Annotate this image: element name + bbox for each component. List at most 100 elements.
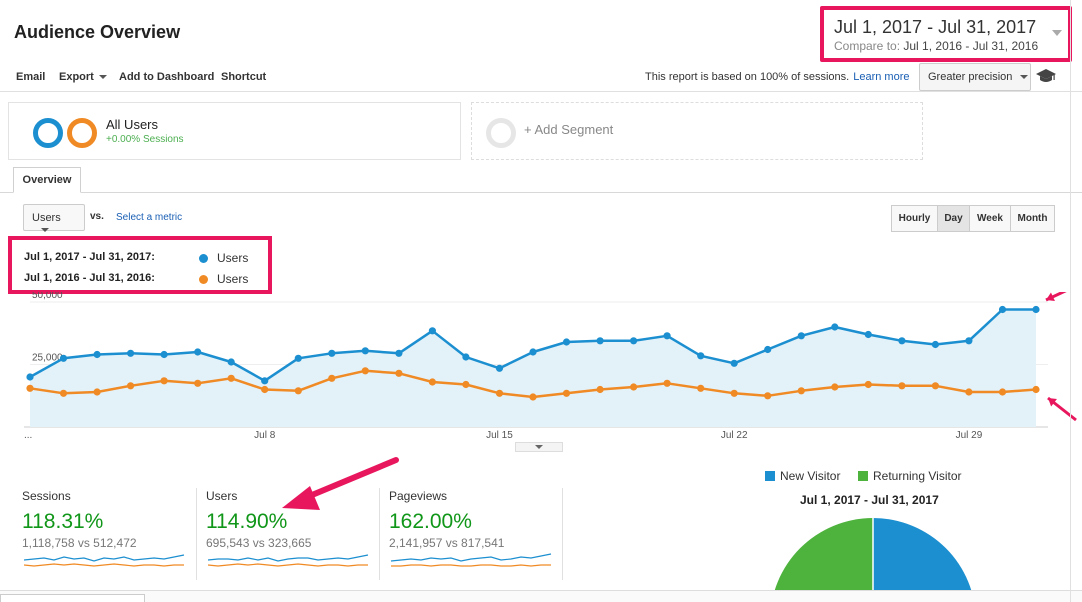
data-point (864, 380, 872, 389)
compare-label: Compare to: (834, 39, 901, 53)
data-point (127, 349, 135, 357)
x-tick-label: Jul 22 (721, 430, 748, 441)
data-point (931, 340, 940, 349)
compare-range-text: Compare to: Jul 1, 2016 - Jul 31, 2016 (834, 39, 1038, 53)
page-title: Audience Overview (14, 22, 181, 42)
data-point (294, 387, 302, 395)
data-point (495, 389, 504, 397)
metric-divider (196, 488, 197, 580)
metric-compare-values: 695,543 vs 323,665 (206, 536, 312, 550)
data-point (395, 349, 403, 357)
email-button[interactable]: Email (16, 71, 46, 83)
bottom-tab[interactable] (0, 594, 145, 602)
data-point (529, 393, 537, 401)
granularity-day-button[interactable]: Day (937, 205, 970, 232)
segment-ring-icon (67, 118, 97, 148)
data-point (160, 377, 168, 385)
chart-pager[interactable] (515, 442, 563, 452)
legend-metric: Users (217, 251, 249, 265)
legend-square-icon (765, 471, 775, 481)
metric-change-pct: 162.00% (389, 510, 472, 533)
data-point (59, 354, 68, 362)
pie-slice-returning-visitor[interactable] (770, 518, 873, 602)
export-label: Export (59, 71, 94, 83)
data-point (462, 380, 470, 389)
data-point (361, 367, 369, 375)
annotation-arrow-large (282, 457, 399, 510)
granularity-week-button[interactable]: Week (969, 205, 1011, 232)
granularity-month-button[interactable]: Month (1010, 205, 1055, 232)
add-segment-button[interactable]: + Add Segment (471, 102, 923, 160)
legend-range: Jul 1, 2017 - Jul 31, 2017: (24, 251, 155, 263)
metric-divider (562, 488, 563, 580)
legend-dot-orange-icon (199, 275, 208, 284)
data-point (227, 358, 235, 366)
legend-metric: Users (217, 272, 249, 286)
sparkline (23, 554, 185, 567)
metric-pageviews[interactable]: Pageviews 162.00% 2,141,957 vs 817,541 (389, 488, 559, 580)
data-point (697, 352, 705, 360)
chevron-down-icon (535, 445, 543, 449)
data-point (194, 379, 202, 387)
data-point (596, 385, 604, 394)
pie-legend-new-visitor: New Visitor (765, 469, 840, 483)
metric-dropdown[interactable]: Users (23, 204, 85, 233)
add-to-dashboard-button[interactable]: Add to Dashboard (119, 71, 215, 83)
chevron-down-icon (98, 75, 107, 80)
data-point (328, 374, 336, 382)
data-point (428, 327, 436, 335)
data-point (663, 332, 671, 340)
metric-label: Users (32, 212, 61, 224)
data-point (93, 350, 101, 359)
data-point (965, 337, 973, 345)
data-point (998, 388, 1007, 396)
chevron-down-icon[interactable] (1052, 30, 1062, 36)
metric-label: Sessions (22, 489, 71, 503)
metric-divider (379, 488, 380, 580)
data-point (764, 392, 772, 400)
metric-sessions[interactable]: Sessions 118.31% 1,118,758 vs 512,472 (22, 488, 192, 580)
select-metric-link[interactable]: Select a metric (116, 212, 183, 223)
data-point (730, 389, 738, 397)
tab-overview[interactable]: Overview (13, 167, 81, 193)
data-point (831, 383, 839, 391)
data-point (462, 353, 470, 361)
data-point (764, 345, 772, 354)
x-tick-label: Jul 15 (486, 430, 513, 441)
data-point (931, 382, 940, 390)
data-point (630, 337, 638, 345)
data-point (328, 349, 336, 357)
precision-label: Greater precision (928, 71, 1013, 83)
data-point (529, 348, 537, 356)
bottom-bar (0, 590, 1082, 602)
data-point (596, 337, 604, 345)
shortcut-button[interactable]: Shortcut (221, 71, 267, 83)
users-line-chart[interactable]: 50,000 25,000... Jul 8 Jul 15 Jul 22 Jul 29 (0, 292, 1082, 452)
granularity-hourly-button[interactable]: Hourly (891, 205, 938, 232)
x-tick-label: Jul 29 (956, 430, 983, 441)
vs-label: vs. (90, 211, 104, 222)
data-point (562, 389, 571, 397)
export-button[interactable]: Export (59, 71, 107, 83)
annotation-arrowhead (1046, 292, 1055, 302)
pie-slice-new-visitor[interactable] (873, 518, 976, 602)
segment-all-users[interactable]: All Users +0.00% Sessions (8, 102, 461, 160)
visitor-pie-chart[interactable] (770, 518, 976, 602)
learn-more-link[interactable]: Learn more (853, 71, 910, 83)
legend-dot-blue-icon (199, 254, 208, 263)
graduation-cap-icon[interactable] (1036, 68, 1056, 84)
metric-compare-values: 1,118,758 vs 512,472 (22, 536, 137, 550)
data-point (797, 332, 805, 340)
data-point (663, 379, 671, 387)
metric-users[interactable]: Users 114.90% 695,543 vs 323,665 (206, 488, 376, 580)
data-point (864, 330, 872, 339)
data-point (998, 305, 1007, 314)
data-point (261, 377, 269, 385)
segment-name: All Users (106, 117, 159, 132)
data-point (495, 364, 504, 372)
report-toolbar: Email Export Add to Dashboard Shortcut T… (0, 64, 1082, 92)
data-point (697, 384, 705, 392)
precision-dropdown[interactable]: Greater precision (919, 63, 1031, 91)
date-range-picker[interactable]: Jul 1, 2017 - Jul 31, 2017 Compare to: J… (820, 6, 1072, 62)
